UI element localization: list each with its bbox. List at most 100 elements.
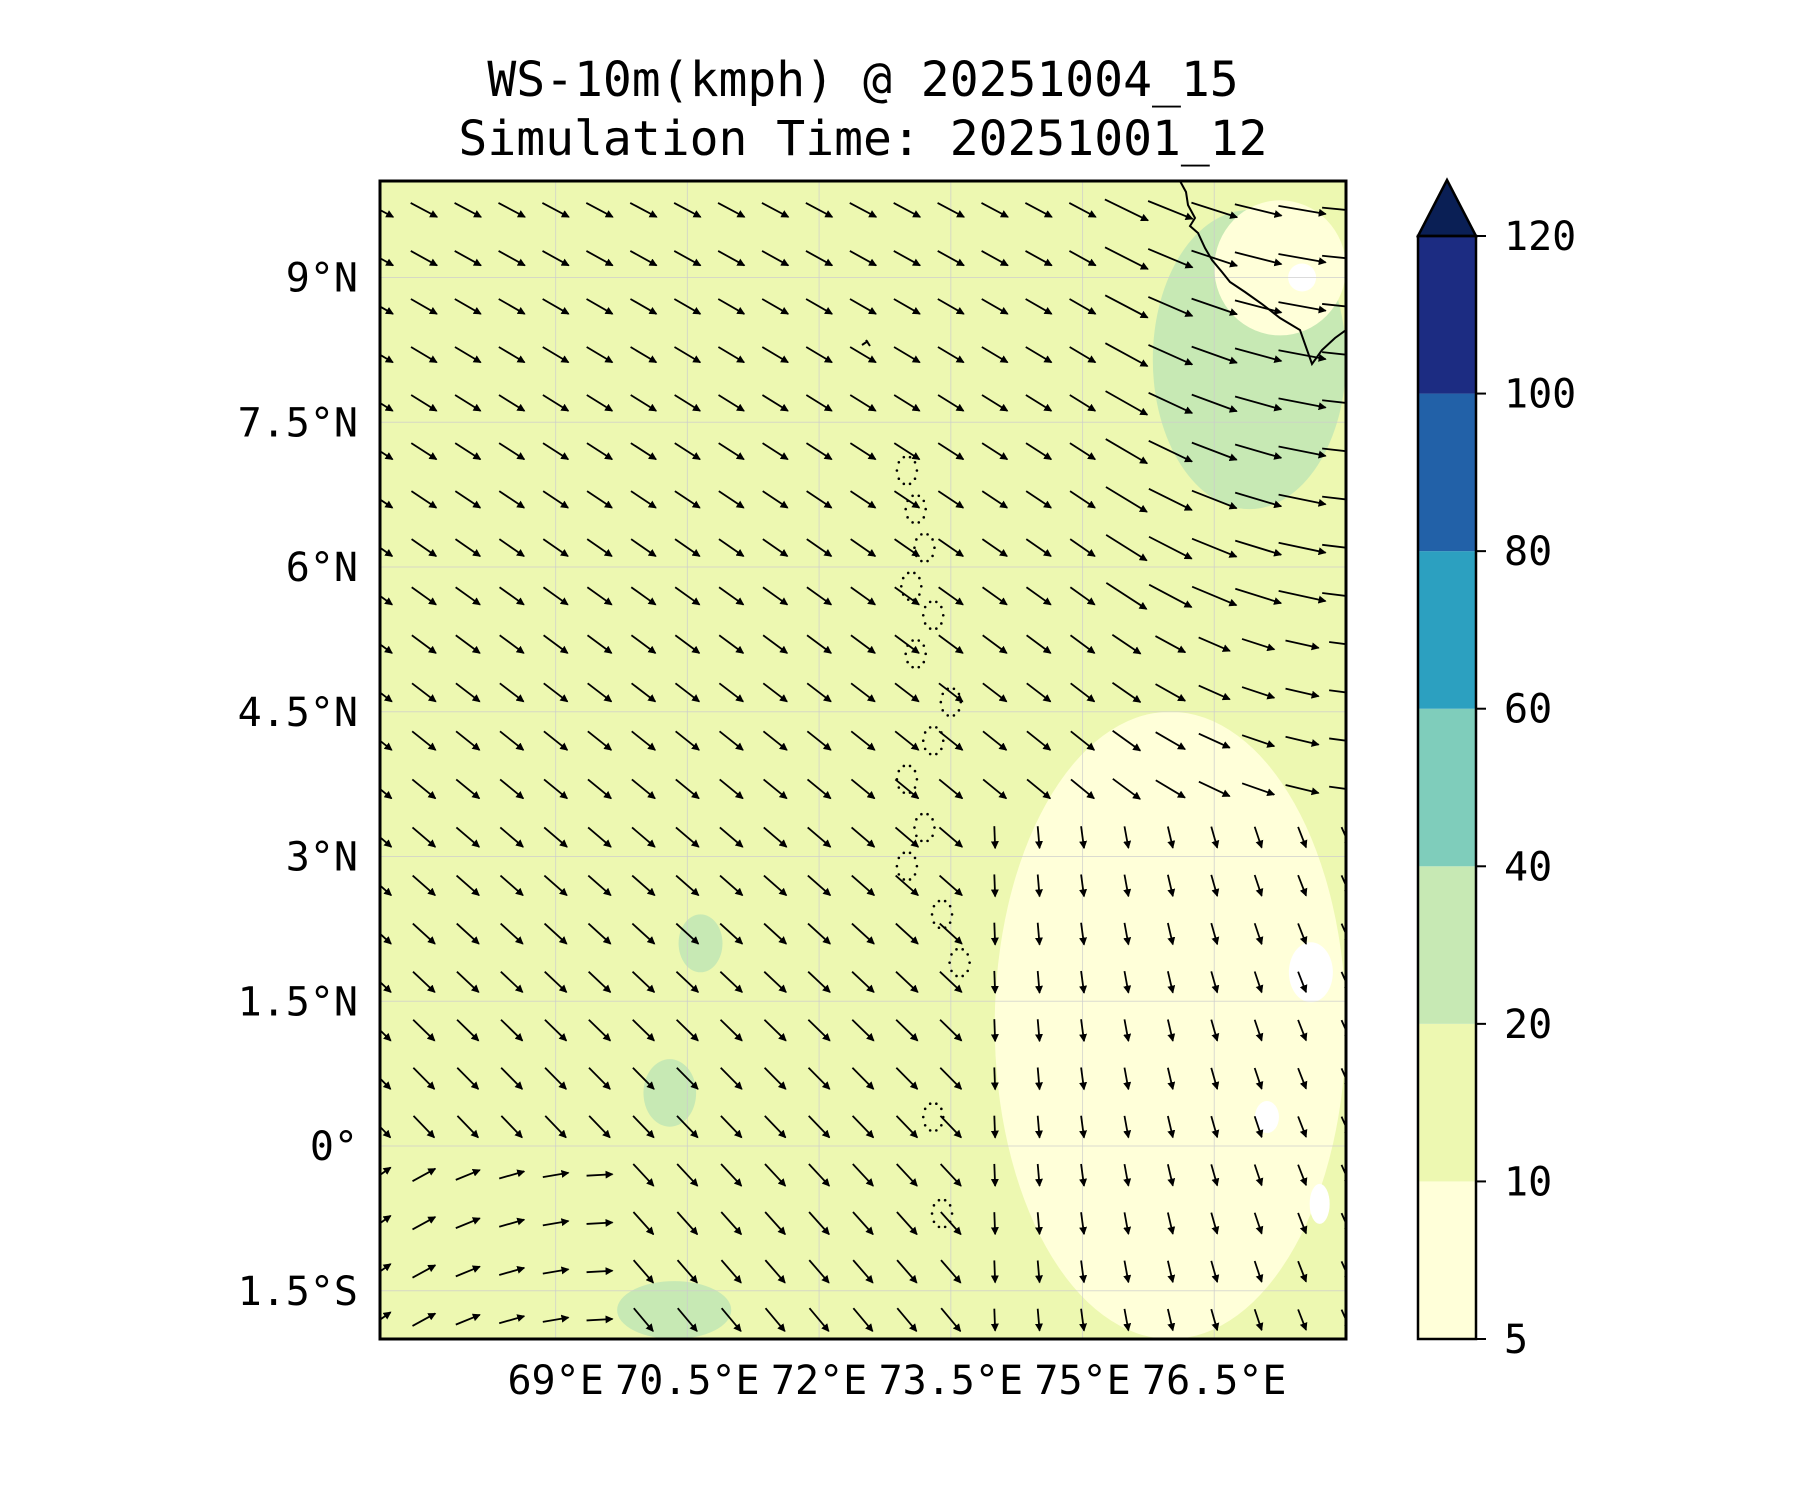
wind-arrow: [676, 1163, 699, 1187]
wind-arrow: [937, 250, 965, 267]
atoll-dot: [940, 1107, 943, 1111]
atoll-dot: [935, 1129, 938, 1132]
wind-arrow: [1210, 826, 1220, 849]
wind-arrow: [1025, 250, 1053, 267]
wind-arrow: [674, 634, 701, 654]
wind-arrow: [676, 1067, 699, 1090]
atoll-dot: [957, 709, 961, 712]
wind-arrow: [805, 442, 833, 461]
wind-arrow: [500, 1115, 523, 1139]
wind-arrow: [1198, 780, 1231, 797]
contour-region-5-10: [1214, 200, 1346, 336]
wind-arrow: [543, 634, 569, 654]
wind-arrow: [990, 1212, 999, 1236]
atoll-dot: [906, 571, 910, 575]
wind-arrow: [455, 634, 481, 654]
map-gridlines: [380, 181, 1346, 1339]
wind-arrow: [498, 490, 526, 509]
wind-arrow: [542, 1170, 570, 1178]
atoll-dot: [917, 494, 921, 498]
wind-arrow: [1329, 641, 1346, 646]
wind-arrow: [411, 634, 437, 654]
wind-arrow: [1024, 202, 1053, 218]
wind-arrow: [412, 1067, 436, 1090]
wind-arrow: [544, 1019, 568, 1042]
wind-arrow: [632, 1115, 655, 1139]
wind-arrow: [543, 730, 569, 751]
wind-arrow: [498, 346, 526, 364]
wind-arrow: [1025, 298, 1053, 315]
atoll-dot: [937, 899, 941, 903]
wind-arrow: [1155, 635, 1187, 654]
atoll-dot: [913, 460, 917, 464]
wind-arrow: [586, 1315, 614, 1324]
wind-arrow: [1155, 683, 1187, 702]
atoll-dot: [922, 660, 926, 664]
wind-arrow: [1340, 1261, 1346, 1283]
wind-arrow: [1025, 538, 1052, 557]
atoll-dot: [913, 856, 917, 860]
atoll-dot: [897, 873, 901, 876]
wind-arrow: [1079, 1212, 1088, 1236]
wind-arrow: [990, 1260, 999, 1284]
atoll-dot: [924, 652, 927, 656]
atoll-dot: [923, 1107, 927, 1111]
wind-arrow: [675, 730, 700, 751]
wind-arrow: [1253, 1019, 1264, 1042]
colorbar-tick-label: 120: [1504, 214, 1576, 260]
wind-arrow: [1210, 1067, 1220, 1090]
wind-arrow: [851, 971, 875, 993]
wind-arrow: [1297, 1260, 1308, 1283]
wind-arrow: [587, 682, 613, 703]
wind-arrow: [1297, 1212, 1308, 1235]
wind-arrow: [412, 1167, 437, 1182]
wind-arrow: [412, 1115, 435, 1139]
wind-arrow: [938, 730, 964, 751]
wind-arrow: [807, 874, 832, 897]
wind-arrow: [1069, 394, 1097, 412]
wind-arrow: [1297, 874, 1308, 897]
wind-arrow: [893, 202, 922, 218]
contour-region-20-40: [643, 1059, 697, 1127]
wind-arrow: [1285, 735, 1320, 747]
wind-arrow: [498, 1169, 526, 1180]
wind-arrow: [1241, 686, 1276, 700]
atoll-dot: [923, 622, 927, 625]
atoll-dot: [921, 1115, 925, 1119]
wind-arrow: [852, 1163, 874, 1187]
wind-arrow: [1198, 636, 1231, 652]
wind-arrow: [1069, 346, 1097, 364]
wind-arrow: [990, 970, 999, 994]
wind-arrow: [1297, 1067, 1308, 1090]
wind-arrow: [719, 1019, 743, 1042]
wind-arrow: [896, 1211, 918, 1236]
wind-arrow: [1322, 592, 1346, 597]
wind-arrow: [1166, 1019, 1176, 1042]
wind-arrow: [542, 1266, 570, 1275]
wind-arrow: [629, 250, 658, 267]
wind-arrow: [1278, 397, 1327, 411]
wind-arrow: [990, 1308, 999, 1332]
wind-arrow: [719, 778, 744, 800]
wind-arrow: [893, 490, 921, 509]
wind-arrow: [541, 202, 570, 218]
wind-arrow: [1278, 253, 1327, 266]
wind-arrow: [762, 730, 788, 751]
wind-arrow: [981, 202, 1009, 218]
atoll-dot: [930, 913, 934, 916]
colorbar: 5 10 20 40 60 80 100 120: [1415, 177, 1576, 1363]
wind-arrow: [1069, 538, 1096, 557]
wind-arrow: [411, 730, 437, 751]
wind-arrow: [1329, 785, 1346, 790]
wind-arrow: [1278, 301, 1327, 314]
wind-arrow: [1191, 201, 1239, 219]
atoll-dot: [920, 533, 923, 536]
wind-arrow: [762, 490, 789, 509]
wind-arrow: [1105, 438, 1149, 465]
atoll-dot: [928, 600, 932, 604]
wind-arrow: [1123, 1212, 1132, 1236]
wind-arrow: [631, 922, 656, 945]
wind-arrow: [586, 442, 613, 461]
wind-arrow: [1034, 826, 1043, 850]
wind-arrow: [412, 874, 436, 897]
